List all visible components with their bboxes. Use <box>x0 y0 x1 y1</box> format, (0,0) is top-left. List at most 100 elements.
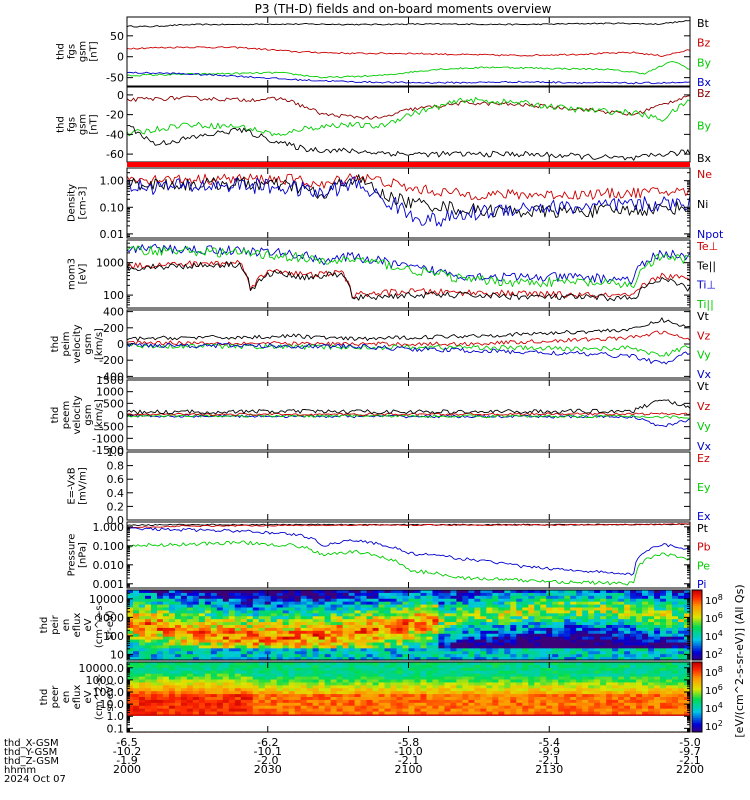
spectrogram-cell <box>576 633 583 638</box>
spectrogram-cell <box>588 645 595 649</box>
spectrogram-cell <box>127 595 134 600</box>
spectrogram-cell <box>216 622 224 626</box>
y-tick-label: 1.0 <box>107 446 125 459</box>
spectrogram-cell <box>270 694 278 698</box>
spectrogram-cell <box>438 676 446 681</box>
spectrogram-cell <box>444 622 452 626</box>
spectrogram-cell <box>300 664 308 669</box>
spectrogram-cell <box>240 633 248 638</box>
spectrogram-cell <box>462 688 469 692</box>
spectrogram-cell <box>492 711 499 716</box>
spectrogram-cell <box>516 610 523 614</box>
spectrogram-cell <box>534 667 541 672</box>
spectrogram-cell <box>624 676 631 681</box>
spectrogram-cell <box>132 607 140 612</box>
spectrogram-cell <box>678 639 685 644</box>
spectrogram-cell <box>264 622 272 626</box>
spectrogram-cell <box>210 627 218 632</box>
spectrogram-cell <box>582 607 589 612</box>
spectrogram-cell <box>162 697 170 701</box>
spectrogram-cell <box>144 685 152 689</box>
spectrogram-cell <box>402 590 410 594</box>
spectrogram-cell <box>396 604 404 609</box>
spectrogram-cell <box>618 657 625 661</box>
spectrogram-cell <box>276 592 284 597</box>
spectrogram-cell <box>174 702 182 707</box>
spectrogram-cell <box>444 636 452 641</box>
spectrogram-cell <box>366 595 374 600</box>
spectrogram-cell <box>222 595 230 600</box>
spectrogram-cell <box>420 708 428 713</box>
spectrogram-cell <box>600 667 607 672</box>
spectrogram-cell <box>252 630 260 635</box>
spectrogram-cell <box>234 657 242 661</box>
spectrogram-cell <box>378 664 386 669</box>
spectrogram-cell <box>534 601 541 606</box>
spectrogram-cell <box>282 595 290 600</box>
spectrogram-cell <box>138 676 146 681</box>
spectrogram-cell <box>186 645 194 649</box>
spectrogram-cell <box>498 654 505 658</box>
y-axis-label: [nPa] <box>78 542 89 568</box>
spectrogram-cell <box>330 590 338 594</box>
spectrogram-cell <box>168 633 176 638</box>
spectrogram-cell <box>474 664 481 669</box>
spectrogram-cell <box>558 670 565 675</box>
spectrogram-cell <box>366 688 374 692</box>
spectrogram-cell <box>132 595 140 600</box>
spectrogram-cell <box>432 622 440 626</box>
y-axis-label: [nT] <box>89 114 100 134</box>
spectrogram-cell <box>390 702 398 707</box>
spectrogram-cell <box>546 688 553 692</box>
spectrogram-cell <box>480 601 487 606</box>
spectrogram-cell <box>336 627 344 632</box>
spectrogram-cell <box>570 595 577 600</box>
spectrogram-cell <box>240 688 248 692</box>
spectrogram-cell <box>444 708 452 713</box>
spectrogram-cell <box>384 607 392 612</box>
spectrogram-cell <box>228 598 236 603</box>
spectrogram-cell <box>306 630 314 635</box>
spectrogram-cell <box>210 590 218 594</box>
spectrogram-cell <box>564 636 571 641</box>
spectrogram-cell <box>516 592 523 597</box>
spectrogram-cell <box>270 636 278 641</box>
spectrogram-cell <box>588 667 595 672</box>
spectrogram-cell <box>246 598 254 603</box>
spectrogram-cell <box>180 676 188 681</box>
spectrogram-cell <box>462 627 469 632</box>
spectrogram-cell <box>498 604 505 609</box>
spectrogram-cell <box>378 679 386 684</box>
spectrogram-cell <box>516 648 523 652</box>
spectrogram-cell <box>378 657 386 661</box>
spectrogram-cell <box>204 607 212 612</box>
spectrogram-cell <box>606 688 613 692</box>
spectrogram-cell <box>474 604 481 609</box>
spectrogram-cell <box>468 673 475 678</box>
spectrogram-cell <box>558 676 565 681</box>
spectrogram-cell <box>582 627 589 632</box>
spectrogram-cell <box>522 622 529 626</box>
spectrogram-cell <box>234 670 242 675</box>
spectrogram-cell <box>618 667 625 672</box>
spectrogram-cell <box>354 682 362 686</box>
spectrogram-cell <box>402 645 410 649</box>
y-tick-label: -20 <box>106 109 124 122</box>
spectrogram-cell <box>534 691 541 695</box>
spectrogram-cell <box>618 691 625 695</box>
spectrogram-cell <box>312 664 320 669</box>
spectrogram-cell <box>342 654 350 658</box>
spectrogram-cell <box>600 651 607 655</box>
spectrogram-cell <box>264 645 272 649</box>
legend-label: Vy <box>697 420 711 433</box>
spectrogram-cell <box>162 670 170 675</box>
spectrogram-cell <box>198 679 206 684</box>
spectrogram-cell <box>210 657 218 661</box>
spectrogram-cell <box>594 642 601 647</box>
spectrogram-cell <box>186 604 194 609</box>
spectrogram-cell <box>516 645 523 649</box>
y-axis-label: mom3 <box>67 258 78 290</box>
y-tick-label: 10 <box>110 648 124 661</box>
spectrogram-cell <box>378 702 386 707</box>
spectrogram-cell <box>408 642 416 647</box>
